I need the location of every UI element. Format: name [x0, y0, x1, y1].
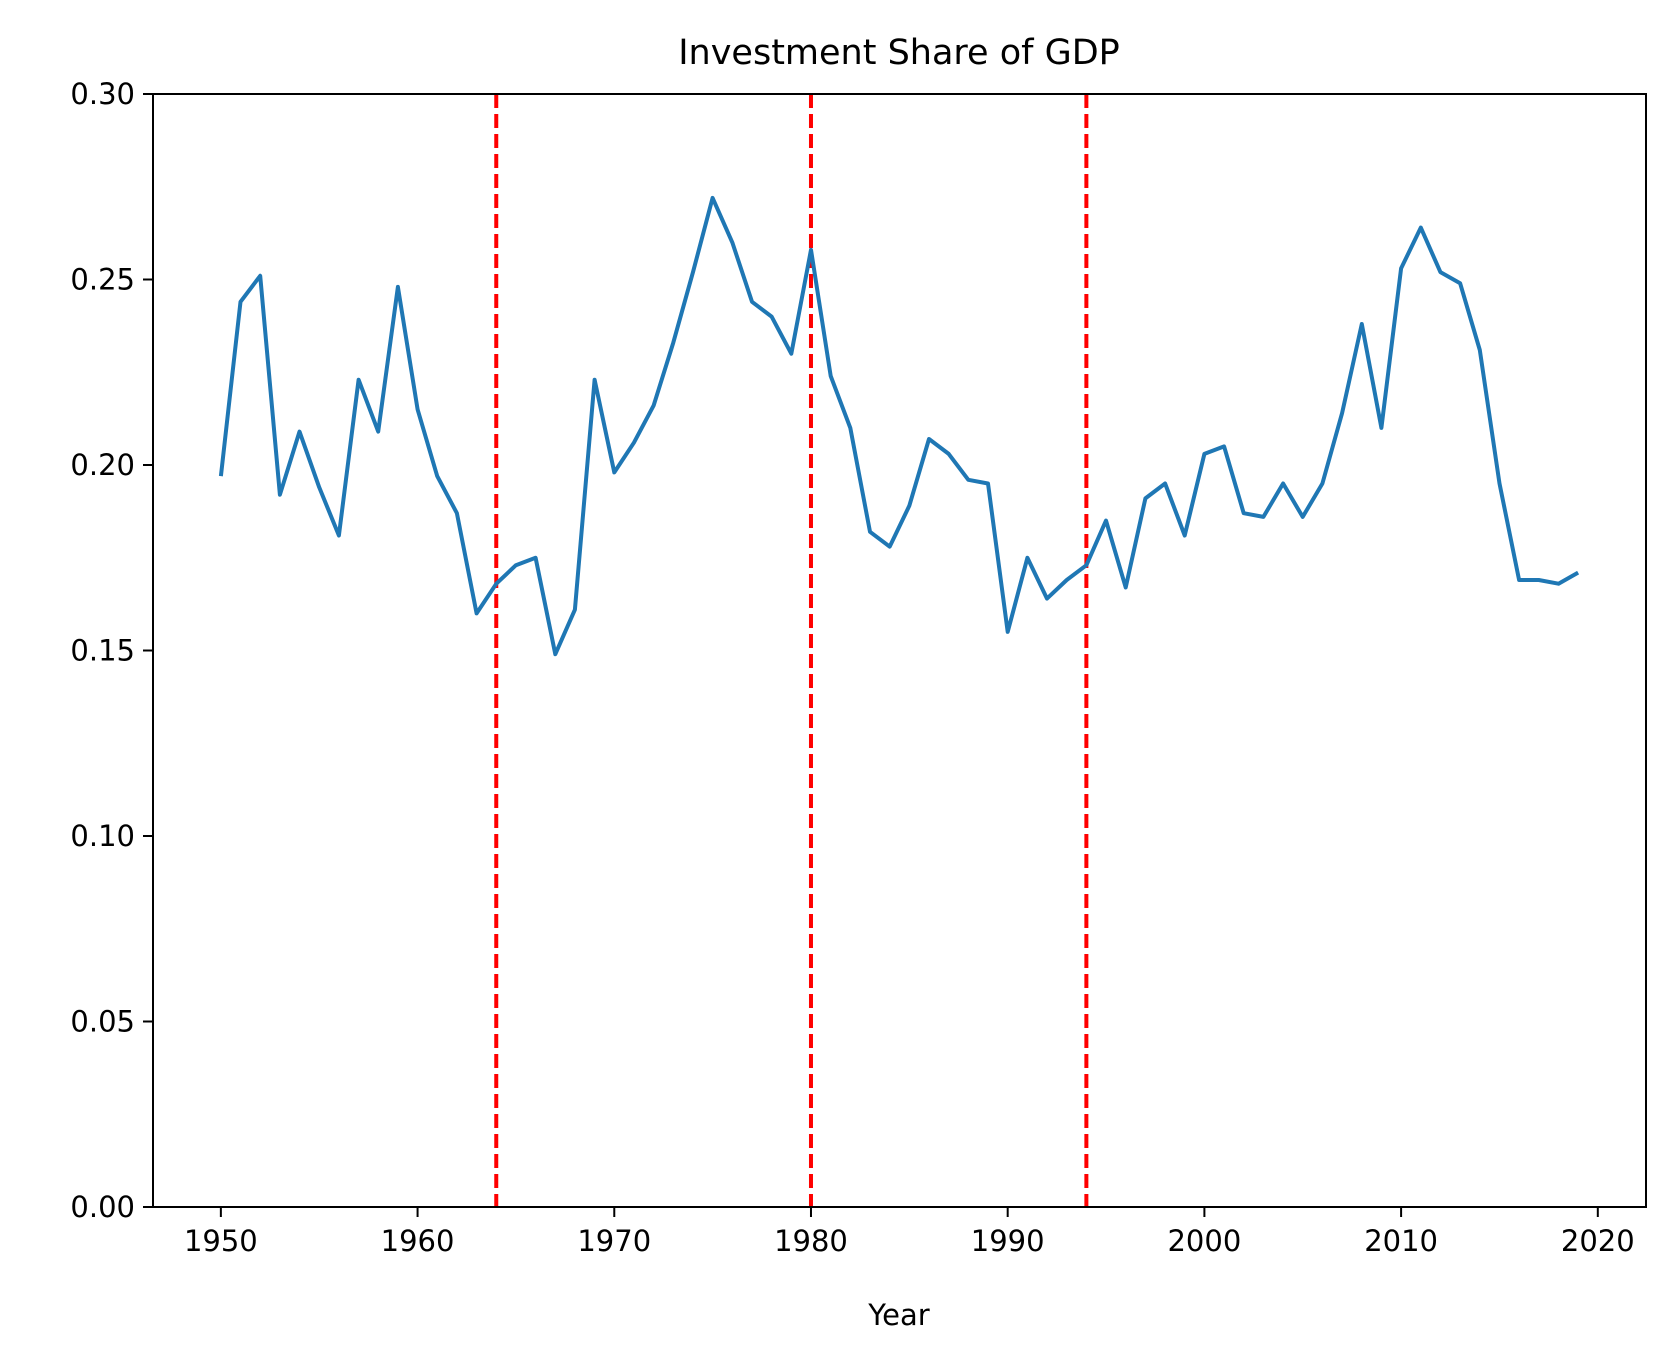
y-tick-label: 0.00 — [70, 1190, 135, 1224]
x-axis-ticks: 1950 1960 1970 1980 1990 2000 2010 2020 — [184, 1207, 1635, 1258]
chart-title: Investment Share of GDP — [678, 33, 1120, 73]
y-axis-ticks: 0.00 0.05 0.10 0.15 0.20 0.25 0.30 — [70, 77, 153, 1224]
plot-area-frame — [152, 93, 1647, 1208]
series-group — [218, 195, 1580, 657]
y-tick-label: 0.30 — [70, 77, 135, 111]
x-tick-label: 1990 — [971, 1224, 1045, 1258]
x-tick-label: 1970 — [577, 1224, 651, 1258]
y-tick-label: 0.20 — [70, 448, 135, 482]
y-tick-label: 0.15 — [70, 634, 135, 668]
y-tick-label: 0.25 — [70, 263, 135, 297]
y-tick-label: 0.05 — [70, 1005, 135, 1039]
y-tick-label: 0.10 — [70, 819, 135, 853]
x-tick-label: 2020 — [1561, 1224, 1635, 1258]
x-tick-label: 2000 — [1167, 1224, 1241, 1258]
x-tick-label: 2010 — [1364, 1224, 1438, 1258]
reference-lines — [494, 94, 1089, 1207]
x-tick-label: 1980 — [774, 1224, 848, 1258]
x-tick-label: 1960 — [381, 1224, 455, 1258]
x-tick-label: 1950 — [184, 1224, 258, 1258]
x-axis-label: Year — [867, 1298, 929, 1332]
series-line — [218, 195, 1580, 657]
